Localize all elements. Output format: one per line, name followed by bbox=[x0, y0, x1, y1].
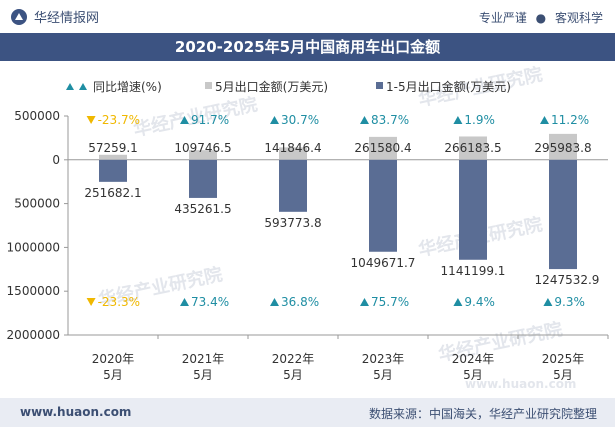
growth-may-label: -23.7% bbox=[98, 113, 140, 127]
tagline-separator: ● bbox=[535, 11, 547, 25]
bar-may bbox=[459, 136, 487, 160]
x-tick-label: 2020年 bbox=[92, 352, 135, 366]
x-tick-label: 2023年 bbox=[362, 352, 405, 366]
bar-may bbox=[369, 136, 397, 160]
growth-may-down-arrow-icon bbox=[86, 116, 96, 124]
bar-may bbox=[549, 133, 577, 160]
legend-label-jan-may: 1-5月出口金额(万美元) bbox=[386, 79, 511, 94]
bar-jan-may bbox=[279, 159, 307, 212]
logo-icon bbox=[11, 8, 27, 25]
growth-may-up-arrow-icon bbox=[360, 116, 369, 124]
data-label-may: 109746.5 bbox=[174, 141, 231, 155]
x-tick-label: 5月 bbox=[103, 368, 123, 382]
x-tick-label: 5月 bbox=[463, 368, 483, 382]
data-label-jan-may: 1247532.9 bbox=[535, 273, 600, 287]
growth-may-label: 1.9% bbox=[464, 113, 495, 127]
bar-jan-may bbox=[369, 159, 397, 252]
x-tick-label: 2024年 bbox=[452, 352, 495, 366]
tagline-1: 专业严谨 bbox=[478, 11, 527, 25]
footer-source: 数据来源：中国海关，华经产业研究院整理 bbox=[368, 407, 597, 421]
legend-swatch-jan-may bbox=[376, 82, 383, 89]
top-bar: 华经情报网 专业严谨 ● 客观科学 bbox=[0, 0, 615, 34]
growth-jan-may-label: 9.4% bbox=[464, 295, 495, 309]
growth-jan-may-up-arrow-icon bbox=[543, 298, 553, 306]
data-label-may: 141846.4 bbox=[264, 141, 321, 155]
bar-may bbox=[279, 147, 307, 160]
data-label-may: 57259.1 bbox=[88, 141, 138, 155]
data-label-jan-may: 251682.1 bbox=[84, 186, 141, 200]
y-tick-label: 1000000 bbox=[7, 240, 60, 254]
brand-name: 华经情报网 bbox=[34, 11, 100, 26]
data-label-jan-may: 593773.8 bbox=[264, 216, 321, 230]
growth-jan-may-label: 73.4% bbox=[191, 295, 229, 309]
x-tick-label: 5月 bbox=[373, 368, 393, 382]
tagline: 专业严谨 ● 客观科学 bbox=[479, 9, 603, 26]
x-tick-label: 5月 bbox=[283, 368, 303, 382]
footer-url: www.huaon.com bbox=[20, 405, 132, 419]
data-label-jan-may: 1049671.7 bbox=[351, 256, 416, 270]
growth-jan-may-label: 36.8% bbox=[281, 295, 319, 309]
data-label-jan-may: 435261.5 bbox=[174, 202, 231, 216]
growth-jan-may-up-arrow-icon bbox=[180, 298, 189, 306]
growth-may-up-arrow-icon bbox=[540, 116, 549, 124]
bar-jan-may bbox=[459, 159, 487, 260]
bar-jan-may bbox=[189, 159, 217, 198]
growth-jan-may-label: 75.7% bbox=[371, 295, 409, 309]
bar-jan-may bbox=[99, 159, 127, 182]
y-tick-label: 500000 bbox=[14, 197, 60, 211]
bar-may bbox=[189, 150, 217, 160]
x-tick-label: 5月 bbox=[553, 368, 573, 382]
tagline-2: 客观科学 bbox=[554, 11, 603, 25]
growth-jan-may-label: -23.3% bbox=[98, 295, 140, 309]
x-tick-label: 5月 bbox=[193, 368, 213, 382]
growth-may-label: 83.7% bbox=[371, 113, 409, 127]
data-label-may: 261580.4 bbox=[354, 141, 411, 155]
x-tick-label: 2025年 bbox=[542, 352, 585, 366]
legend-growth-label: 同比增速(%) bbox=[93, 80, 162, 94]
brand: 华经情报网 bbox=[10, 7, 99, 26]
legend-up-triangle-icon bbox=[79, 83, 87, 90]
growth-jan-may-up-arrow-icon bbox=[453, 298, 463, 306]
legend-up-triangle-icon bbox=[66, 83, 74, 90]
chart-plot: 华经产业研究院华经产业研究院华经产业研究院华经产业研究院华经产业研究院www.h… bbox=[7, 63, 609, 391]
growth-may-label: 30.7% bbox=[281, 113, 319, 127]
y-tick-label: 2000000 bbox=[7, 328, 60, 342]
bar-may bbox=[99, 154, 127, 160]
y-tick-label: 0 bbox=[52, 153, 60, 167]
growth-may-label: 11.2% bbox=[551, 113, 589, 127]
watermark-url: www.huaon.com bbox=[465, 377, 576, 391]
x-tick-label: 2022年 bbox=[272, 352, 315, 366]
data-label-jan-may: 1141199.1 bbox=[441, 264, 506, 278]
growth-may-up-arrow-icon bbox=[270, 116, 279, 124]
growth-may-up-arrow-icon bbox=[180, 116, 189, 124]
bar-jan-may bbox=[549, 159, 577, 270]
x-tick-label: 2021年 bbox=[182, 352, 225, 366]
growth-may-up-arrow-icon bbox=[453, 116, 463, 124]
chart-title: 2020-2025年5月中国商用车出口金额 bbox=[0, 33, 615, 61]
growth-jan-may-down-arrow-icon bbox=[86, 298, 96, 306]
growth-may-label: 91.7% bbox=[191, 113, 229, 127]
data-label-may: 266183.5 bbox=[444, 141, 501, 155]
legend-label-may: 5月出口金额(万美元) bbox=[215, 79, 328, 94]
footer: www.huaon.com 数据来源：中国海关，华经产业研究院整理 bbox=[0, 398, 615, 427]
data-label-may: 295983.8 bbox=[534, 141, 591, 155]
growth-jan-may-up-arrow-icon bbox=[270, 298, 279, 306]
y-tick-label: 1500000 bbox=[7, 284, 60, 298]
y-tick-label: 500000 bbox=[14, 109, 60, 123]
legend-swatch-may bbox=[205, 82, 212, 89]
growth-jan-may-label: 9.3% bbox=[554, 295, 585, 309]
growth-jan-may-up-arrow-icon bbox=[360, 298, 369, 306]
